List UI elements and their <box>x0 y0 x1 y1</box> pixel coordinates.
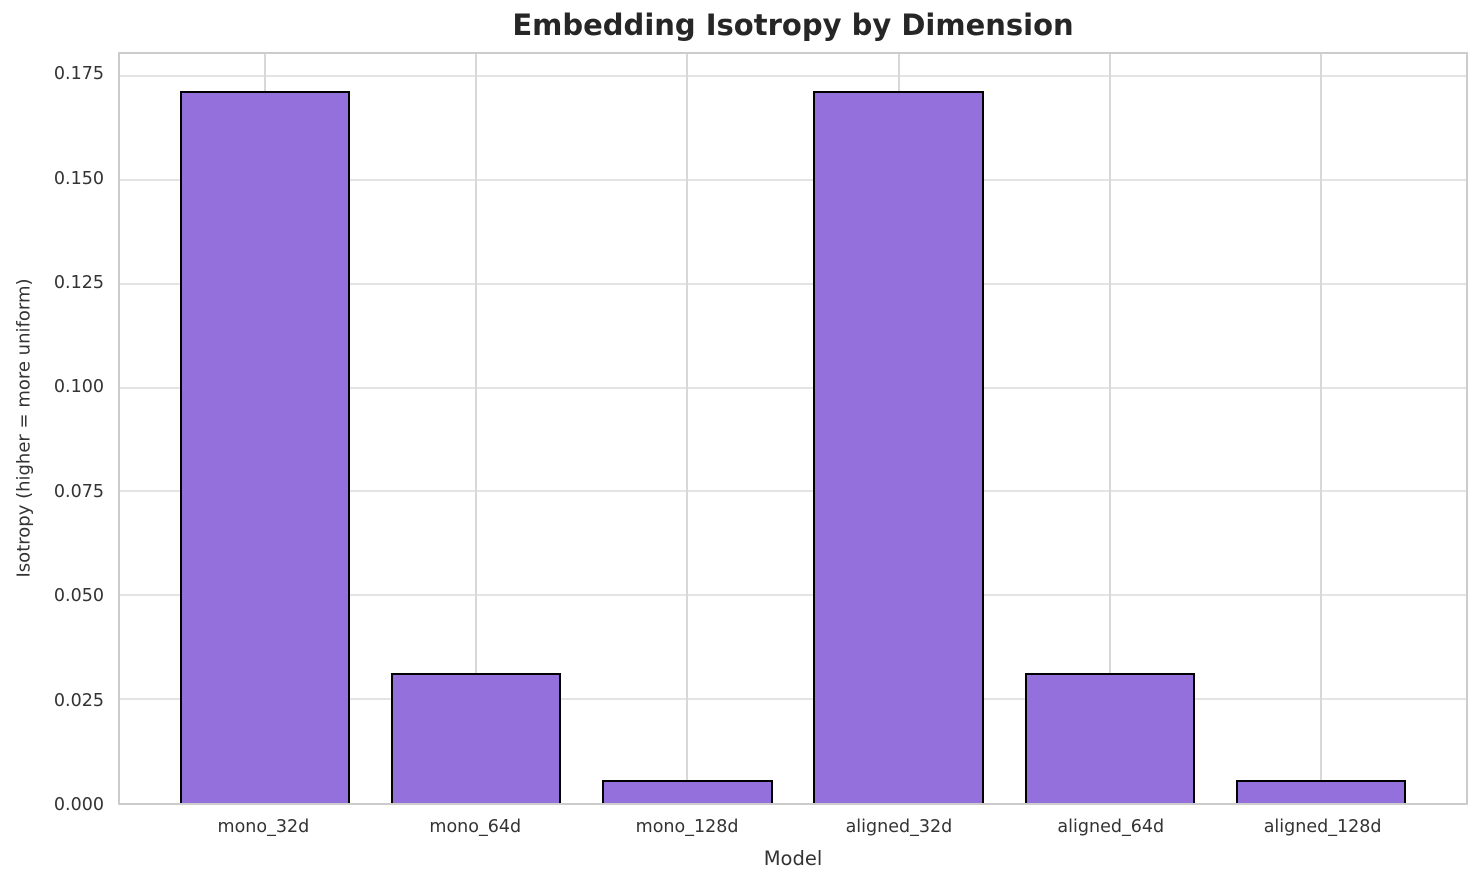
y-tick-label-0.075: 0.075 <box>53 481 104 502</box>
gridline-v-aligned_128d <box>1320 54 1323 803</box>
y-tick-label-0.000: 0.000 <box>53 795 104 815</box>
x-tick-label-aligned_128d: aligned_128d <box>1263 817 1382 837</box>
y-tick-label-0.100: 0.100 <box>53 377 104 398</box>
y-tick-label-0.125: 0.125 <box>53 272 104 293</box>
bar-mono_32d <box>179 90 351 803</box>
y-tick-label-0.150: 0.150 <box>53 168 104 189</box>
y-tick-labels: 0.000 0.025 0.050 0.075 0.100 0.125 0.150 0.175 <box>0 52 104 815</box>
bar-aligned_64d <box>1024 672 1195 803</box>
plot-area <box>118 52 1468 805</box>
y-tick-label-0.025: 0.025 <box>53 690 104 711</box>
bar-aligned_128d <box>1235 780 1407 803</box>
gridline-v-mono_64d <box>475 54 478 803</box>
gridline-h-0.05 <box>120 594 1466 597</box>
gridline-h-0.175 <box>120 75 1466 78</box>
bar-mono_64d <box>390 672 562 803</box>
y-tick-label-0.175: 0.175 <box>53 64 104 85</box>
gridline-h-0.15 <box>120 178 1466 181</box>
chart-title: Embedding Isotropy by Dimension <box>512 8 1074 42</box>
x-tick-labels: mono_32d mono_64d mono_128d aligned_32d alig… <box>118 817 1468 843</box>
gridline-v-aligned_64d <box>1108 54 1111 803</box>
gridline-h-0.1 <box>120 386 1466 389</box>
bar-aligned_32d <box>813 90 984 803</box>
gridline-h-0.025 <box>120 698 1466 701</box>
x-tick-label-mono_32d: mono_32d <box>217 817 310 837</box>
gridline-h-0.125 <box>120 282 1466 285</box>
x-tick-label-aligned_64d: aligned_64d <box>1057 817 1165 837</box>
y-tick-label-0.050: 0.050 <box>53 586 104 607</box>
x-tick-label-mono_64d: mono_64d <box>429 817 522 837</box>
gridline-v-mono_128d <box>686 54 689 803</box>
bar-mono_128d <box>602 780 773 803</box>
x-tick-label-mono_128d: mono_128d <box>635 817 739 837</box>
gridline-h-0.075 <box>120 490 1466 493</box>
x-axis-label: Model <box>763 847 823 870</box>
x-tick-label-aligned_32d: aligned_32d <box>845 817 953 837</box>
